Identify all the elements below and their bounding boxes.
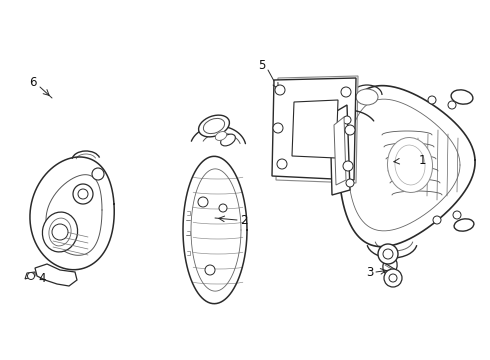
Circle shape: [343, 161, 353, 171]
Ellipse shape: [198, 115, 229, 137]
Circle shape: [38, 267, 48, 277]
Polygon shape: [272, 78, 356, 180]
Circle shape: [383, 249, 393, 259]
Ellipse shape: [451, 90, 473, 104]
Polygon shape: [35, 264, 77, 286]
Ellipse shape: [43, 212, 77, 252]
Circle shape: [205, 265, 215, 275]
Circle shape: [92, 168, 104, 180]
Polygon shape: [334, 117, 346, 185]
Text: 6: 6: [29, 76, 37, 89]
Circle shape: [273, 123, 283, 133]
Circle shape: [65, 272, 73, 280]
Polygon shape: [25, 272, 35, 279]
Circle shape: [73, 184, 93, 204]
Circle shape: [198, 197, 208, 207]
Circle shape: [346, 179, 354, 187]
Circle shape: [275, 85, 285, 95]
Ellipse shape: [220, 134, 235, 146]
Circle shape: [277, 159, 287, 169]
Circle shape: [78, 189, 88, 199]
Ellipse shape: [395, 145, 425, 185]
Text: 1: 1: [418, 153, 426, 166]
Ellipse shape: [388, 138, 433, 193]
Ellipse shape: [215, 131, 227, 140]
Circle shape: [384, 269, 402, 287]
Text: 3: 3: [367, 266, 374, 279]
Polygon shape: [276, 76, 358, 183]
Circle shape: [389, 274, 397, 282]
Ellipse shape: [49, 218, 71, 246]
Ellipse shape: [203, 118, 224, 134]
Text: 2: 2: [240, 213, 248, 226]
Circle shape: [219, 204, 227, 212]
Circle shape: [453, 211, 461, 219]
Circle shape: [343, 116, 351, 124]
Circle shape: [428, 96, 436, 104]
Circle shape: [341, 87, 351, 97]
Circle shape: [27, 273, 34, 279]
Ellipse shape: [356, 89, 378, 105]
Circle shape: [448, 101, 456, 109]
Polygon shape: [330, 105, 350, 195]
Text: 4: 4: [38, 271, 46, 284]
Ellipse shape: [383, 257, 397, 275]
Text: 5: 5: [258, 59, 266, 72]
Circle shape: [378, 244, 398, 264]
Circle shape: [433, 216, 441, 224]
Polygon shape: [292, 100, 338, 158]
Circle shape: [345, 125, 355, 135]
Circle shape: [52, 224, 68, 240]
Ellipse shape: [454, 219, 474, 231]
